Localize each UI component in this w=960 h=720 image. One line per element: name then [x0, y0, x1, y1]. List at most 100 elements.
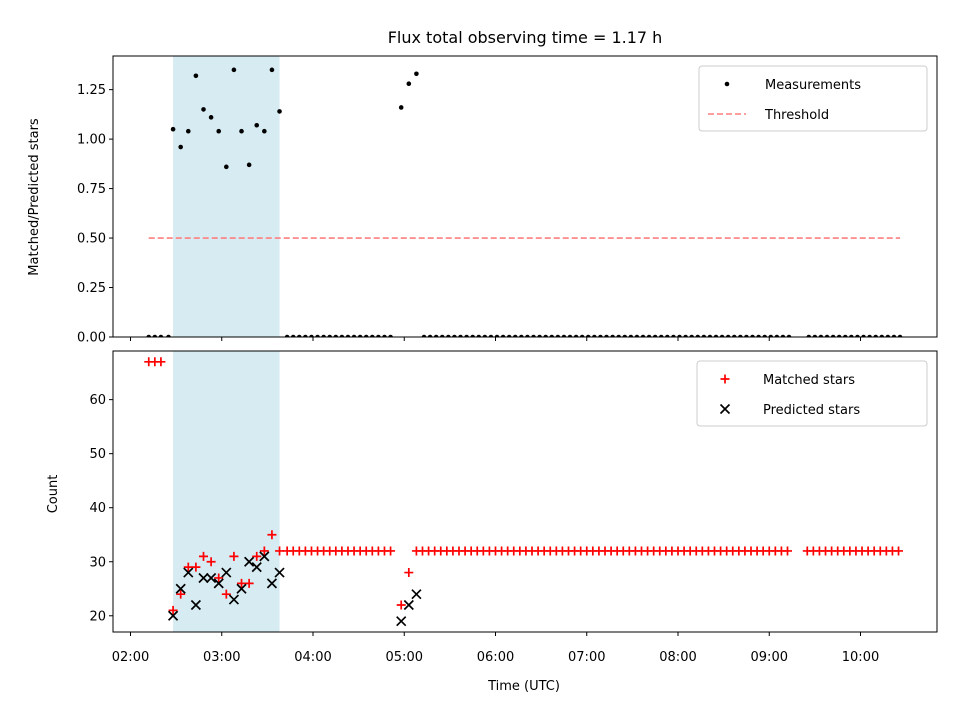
- measurement-point: [707, 334, 713, 337]
- bottom-y-tick-label: 60: [89, 393, 106, 408]
- measurement-point: [806, 334, 812, 337]
- matched-star-point: [229, 551, 239, 561]
- measurement-point: [246, 162, 252, 168]
- predicted-star-point: [190, 599, 201, 611]
- measurement-point: [634, 334, 640, 337]
- measurement-point: [622, 334, 628, 337]
- measurement-point: [646, 334, 652, 337]
- top-legend: [698, 65, 928, 132]
- matched-star-point: [404, 568, 414, 578]
- predicted-star-point: [274, 567, 285, 578]
- x-tick-label: 10:00: [842, 650, 879, 665]
- measurement-point: [592, 334, 597, 337]
- measurement-point: [482, 334, 488, 337]
- measurement-point: [315, 334, 320, 337]
- measurement-point: [254, 122, 260, 128]
- top-axes-frame: [112, 55, 938, 338]
- measurement-point: [421, 334, 427, 337]
- measurement-point: [738, 334, 743, 337]
- measurement-point: [427, 334, 433, 337]
- measurement-point: [671, 334, 676, 337]
- measurement-point: [531, 334, 536, 337]
- x-tick-label: 08:00: [659, 650, 696, 665]
- measurement-point: [573, 334, 579, 337]
- measurement-point: [598, 334, 603, 337]
- matched-star-point: [237, 578, 247, 588]
- measurement-point: [537, 334, 542, 337]
- measurement-point: [842, 334, 848, 337]
- measurement-point: [879, 334, 885, 337]
- measurement-point: [376, 334, 381, 337]
- predicted-star-point: [228, 594, 240, 605]
- matched-star-point: [168, 605, 178, 615]
- measurement-point: [506, 334, 512, 337]
- measurement-point: [762, 334, 767, 337]
- bottom-axes-frame: [112, 350, 938, 633]
- measurement-point: [363, 334, 369, 337]
- chart-title: Flux total observing time = 1.17 h: [388, 28, 663, 47]
- bottom-y-tick-label: 40: [89, 501, 106, 516]
- legend-matched-swatch: [720, 374, 730, 384]
- x-tick-label: 03:00: [203, 650, 240, 665]
- bottom-y-axis-label: Count: [46, 475, 61, 514]
- measurement-point: [185, 128, 191, 134]
- measurement-point: [891, 334, 897, 337]
- measurement-point: [585, 334, 591, 337]
- predicted-star-point: [213, 578, 224, 589]
- measurement-point: [750, 334, 755, 337]
- bottom-panel: 20 30 40 50 60 02:00 03:00 04:00 05:00 06:00 07:00…: [89, 350, 938, 665]
- measurement-point: [388, 334, 393, 337]
- measurement-point: [216, 128, 222, 134]
- measurement-point: [683, 334, 688, 337]
- measurement-point: [303, 334, 308, 337]
- measurement-point: [731, 334, 737, 337]
- predicted-star-point: [411, 589, 422, 600]
- measurement-point: [512, 334, 518, 337]
- measurement-point: [339, 334, 345, 337]
- measurement-point: [628, 334, 634, 337]
- matched-star-point: [183, 562, 193, 572]
- measurement-point: [849, 334, 854, 337]
- measurement-point: [610, 334, 615, 337]
- matched-star-point: [396, 600, 406, 610]
- bottom-data-layer: [144, 357, 904, 627]
- x-tick-label: 09:00: [751, 650, 788, 665]
- measurement-point: [830, 334, 836, 337]
- measurement-point: [309, 334, 314, 337]
- measurement-point: [774, 334, 780, 337]
- top-shaded-region: [173, 56, 280, 337]
- measurement-point: [780, 334, 786, 337]
- matched-star-point: [214, 573, 224, 583]
- measurement-point: [224, 164, 229, 170]
- predicted-star-point: [183, 567, 194, 578]
- matched-star-point: [244, 578, 254, 588]
- bottom-y-tick-label: 20: [89, 609, 106, 624]
- measurement-point: [297, 334, 302, 337]
- measurement-point: [786, 334, 792, 337]
- measurement-point: [201, 107, 206, 112]
- top-data-layer: [146, 67, 903, 337]
- matched-star-point: [199, 551, 208, 561]
- measurement-point: [170, 126, 176, 132]
- top-y-tick-label: 0.75: [77, 182, 106, 197]
- measurement-point: [464, 334, 469, 337]
- top-y-axis-label: Matched/Predicted stars: [27, 118, 42, 276]
- predicted-star-point: [221, 567, 232, 578]
- measurement-point: [555, 334, 561, 337]
- measurement-point: [398, 105, 404, 110]
- measurement-point: [239, 128, 244, 134]
- measurement-point: [452, 334, 457, 337]
- measurement-point: [231, 67, 237, 73]
- measurement-point: [861, 334, 866, 337]
- matched-star-point: [894, 546, 904, 556]
- matched-star-point: [267, 530, 277, 540]
- top-y-tick-label: 0.00: [77, 331, 106, 346]
- predicted-star-point: [236, 583, 247, 594]
- measurement-point: [768, 334, 774, 337]
- measurement-point: [351, 334, 357, 337]
- measurement-point: [370, 334, 375, 337]
- measurement-point: [867, 334, 872, 337]
- measurement-point: [665, 334, 670, 337]
- measurement-point: [701, 334, 707, 337]
